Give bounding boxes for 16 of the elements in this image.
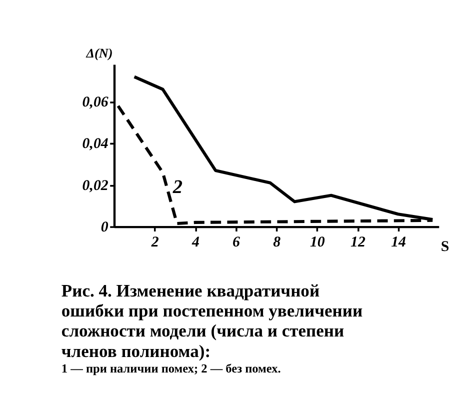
x-tick-label: 2: [150, 234, 160, 250]
x-tick-label: 12: [350, 234, 366, 250]
y-tick-label: 0,06: [82, 94, 109, 111]
x-axis-title: S: [440, 238, 450, 255]
y-axis-title: Δ(N): [85, 46, 113, 61]
x-tick-label: 8: [273, 234, 282, 250]
annotation: 2: [172, 177, 183, 198]
text: 1 — при наличии помех; 2 — без помех.: [61, 362, 281, 376]
x-tick-label: 4: [190, 234, 200, 250]
x-tick-label: 14: [391, 234, 406, 250]
x-tick-label: 10: [310, 234, 326, 250]
text: Рис. 4. Изменение квадратичной ошибки при постепенном увеличении сложности модели (числа и степени членов полинома):: [61, 280, 363, 361]
y-tick-label: 0: [100, 219, 109, 236]
x-tick-label: 6: [232, 234, 241, 250]
y-tick-label: 0,02: [82, 178, 109, 194]
y-tick-label: 0,04: [82, 136, 108, 152]
